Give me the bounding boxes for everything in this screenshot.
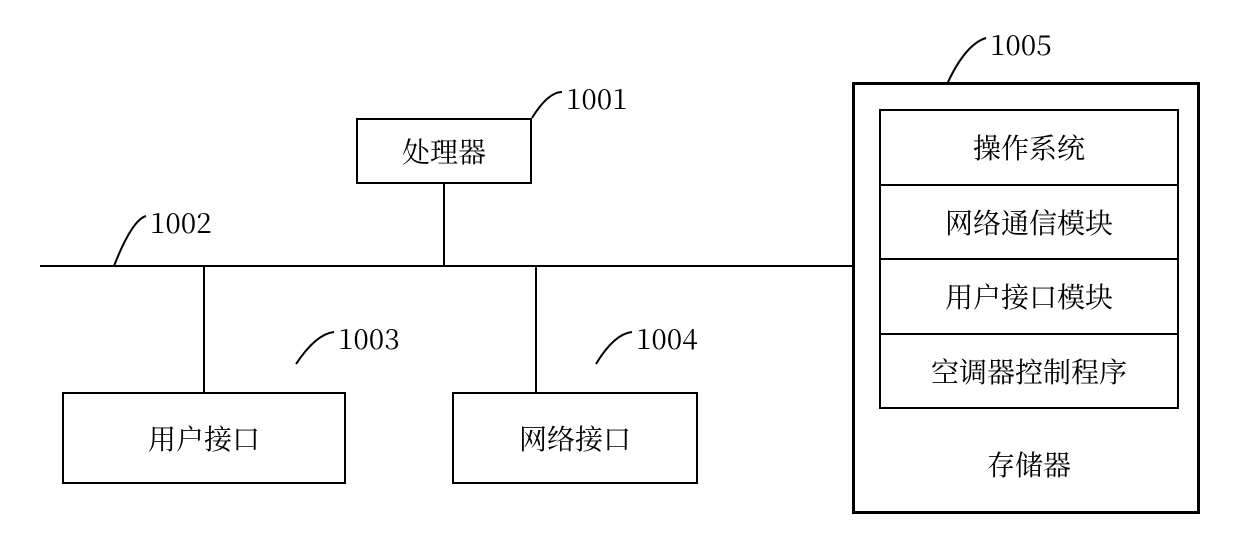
processor-block: 处理器 xyxy=(356,118,532,184)
ref-1002: 1002 xyxy=(150,202,212,242)
user-interface-block: 用户接口 xyxy=(62,392,346,484)
memory-row-label: 用户接口模块 xyxy=(945,276,1113,316)
memory-stack: 操作系统网络通信模块用户接口模块空调器控制程序 xyxy=(879,109,1179,409)
network-interface-label: 网络接口 xyxy=(519,418,631,458)
ref-1005: 1005 xyxy=(990,24,1052,64)
memory-block: 操作系统网络通信模块用户接口模块空调器控制程序 存储器 xyxy=(852,82,1200,514)
memory-row-label: 网络通信模块 xyxy=(945,202,1113,242)
memory-row: 操作系统 xyxy=(881,111,1177,186)
processor-label: 处理器 xyxy=(402,131,486,171)
ref-1003: 1003 xyxy=(338,318,400,358)
memory-row: 网络通信模块 xyxy=(881,186,1177,261)
memory-row: 空调器控制程序 xyxy=(881,335,1177,408)
memory-row: 用户接口模块 xyxy=(881,260,1177,335)
ref-1004: 1004 xyxy=(636,318,698,358)
diagram-stage: 处理器 用户接口 网络接口 操作系统网络通信模块用户接口模块空调器控制程序 存储… xyxy=(0,0,1240,551)
ref-1001: 1001 xyxy=(566,78,628,118)
memory-caption: 存储器 xyxy=(855,444,1203,484)
memory-row-label: 空调器控制程序 xyxy=(931,351,1127,391)
network-interface-block: 网络接口 xyxy=(452,392,698,484)
user-interface-label: 用户接口 xyxy=(148,418,260,458)
memory-row-label: 操作系统 xyxy=(973,127,1085,167)
